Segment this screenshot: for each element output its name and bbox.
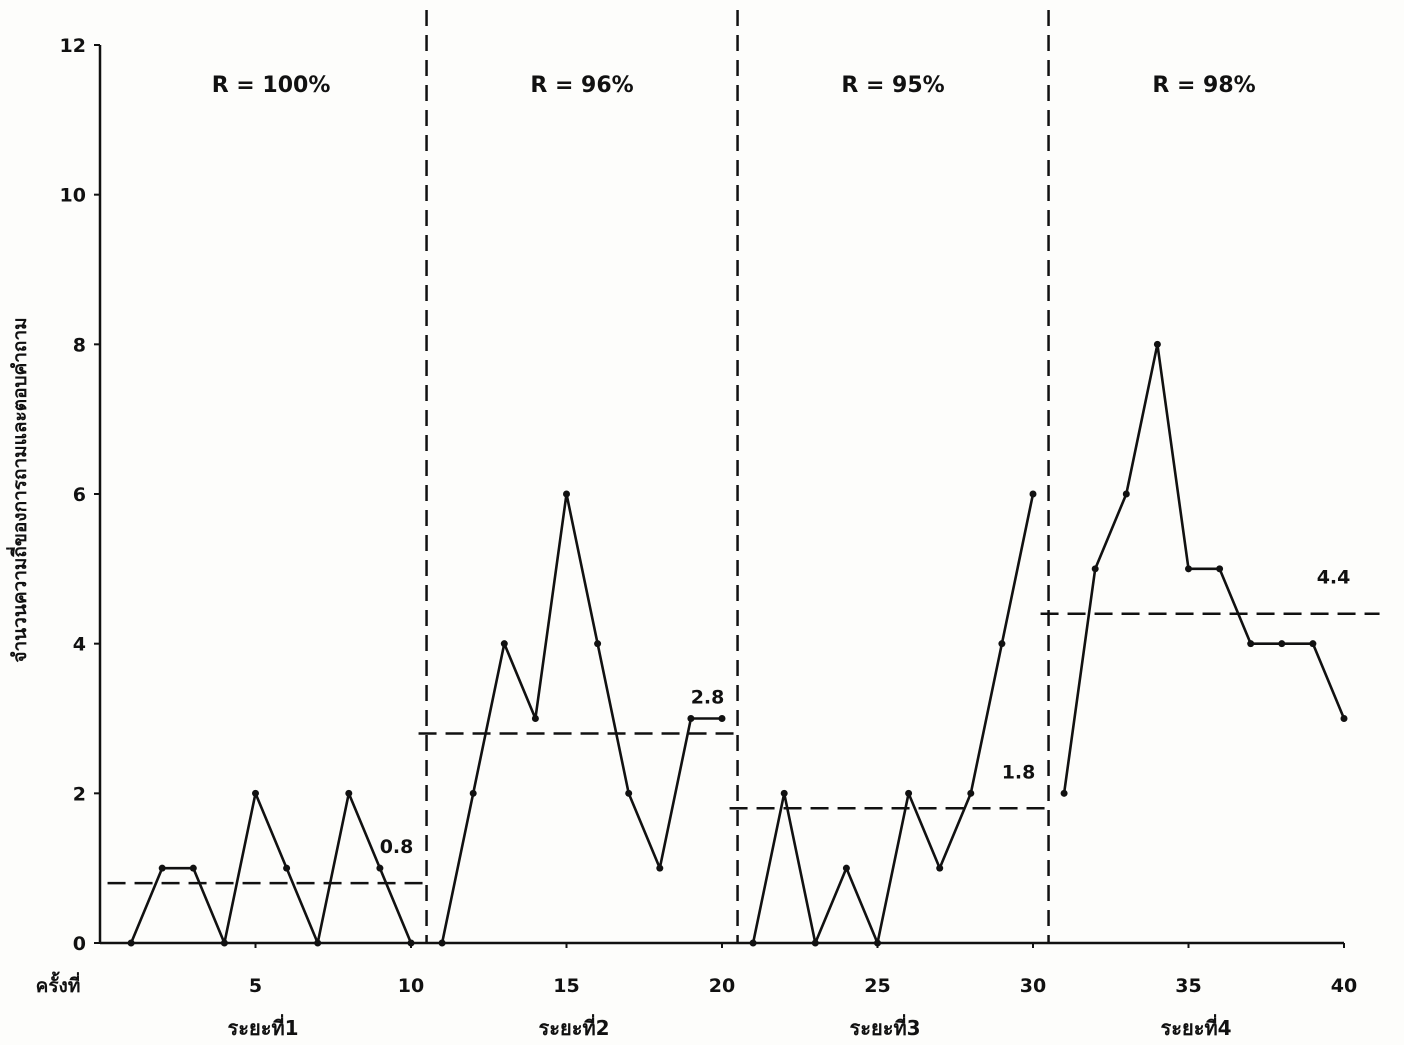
y-tick-label: 0 [73, 933, 86, 955]
phase-mean-label: 1.8 [1002, 761, 1036, 783]
data-point [1060, 789, 1068, 797]
data-point [500, 640, 508, 648]
phase-mean-lines [107, 612, 1380, 885]
data-point [811, 939, 819, 947]
data-point [874, 939, 881, 947]
data-point [1247, 640, 1255, 648]
data-point [967, 789, 975, 797]
phase-name-label: ระยะที่1 [228, 1013, 299, 1040]
data-point [376, 864, 384, 872]
data-point [1091, 565, 1099, 573]
y-tick-label: 12 [60, 35, 86, 57]
phase-reliability-label: R = 98% [1152, 73, 1255, 98]
data-point [314, 939, 322, 947]
data-point [1122, 490, 1130, 498]
data-point [625, 789, 633, 797]
y-tick-label: 8 [73, 334, 86, 356]
series-line [129, 792, 413, 945]
x-tick-label: 15 [553, 975, 579, 997]
data-point [1216, 565, 1224, 573]
phase-boundaries [425, 10, 1050, 943]
phase-reliability-label: R = 100% [212, 73, 331, 98]
data-point [345, 789, 353, 797]
series-line [1062, 343, 1346, 794]
data-point [749, 939, 757, 947]
y-tick-label: 6 [73, 484, 86, 506]
y-axis-label: จำนวนความถี่ของการถามและตอบคำถาม [6, 317, 31, 662]
data-point [905, 789, 913, 797]
data-point [158, 864, 166, 872]
phase-name-label: ระยะที่2 [539, 1013, 610, 1040]
phase-reliability-label: R = 96% [530, 73, 633, 98]
series-line [440, 492, 722, 944]
phase-mean-label: 0.8 [380, 836, 414, 858]
x-tick-label: 5 [249, 975, 262, 997]
series-line [751, 493, 1035, 945]
data-point [842, 864, 850, 872]
data-point [220, 939, 228, 947]
data-point [469, 789, 477, 797]
data-point [594, 640, 602, 648]
data-point [998, 640, 1006, 648]
data-point [252, 789, 259, 797]
y-tick-label: 2 [73, 783, 86, 805]
data-point [127, 939, 135, 947]
phase-mean-label: 2.8 [691, 686, 725, 708]
data-point [1153, 340, 1161, 348]
phase-reliability-label: R = 95% [841, 73, 944, 98]
data-point [1340, 715, 1348, 722]
data-series [127, 340, 1348, 947]
phase-name-label: ระยะที่4 [1161, 1013, 1232, 1040]
x-tick-label: 30 [1020, 975, 1046, 997]
data-point [687, 715, 695, 722]
x-tick-label: 35 [1175, 975, 1201, 997]
x-tick-label: 20 [709, 975, 735, 997]
data-point [531, 715, 539, 722]
data-point [189, 864, 197, 872]
data-point [780, 789, 788, 797]
y-tick-label: 4 [73, 634, 86, 656]
phase-mean-label: 4.4 [1317, 567, 1351, 589]
axes: 0 2 4 6 8 10 12 5 10 15 20 25 30 35 40 [60, 35, 1358, 997]
data-point [283, 864, 291, 872]
y-tick-label: 10 [60, 185, 86, 207]
x-axis-label: ครั้งที่ [36, 971, 81, 997]
chart-labels: R = 100% 0.8 ระยะที่1 R = 96% 2.8 ระยะที่2 R =… [212, 73, 1351, 1040]
data-point [1185, 565, 1192, 573]
data-point [936, 864, 944, 872]
x-tick-label: 10 [398, 975, 424, 997]
data-point [1278, 640, 1286, 648]
data-point [1029, 490, 1037, 498]
data-point [563, 490, 570, 498]
data-point [656, 864, 664, 872]
data-point [438, 939, 446, 947]
data-point [1309, 640, 1317, 648]
x-tick-label: 25 [864, 975, 890, 997]
data-point [407, 939, 415, 947]
phase-name-label: ระยะที่3 [850, 1013, 921, 1040]
x-tick-label: 40 [1331, 975, 1357, 997]
data-point [718, 715, 726, 722]
